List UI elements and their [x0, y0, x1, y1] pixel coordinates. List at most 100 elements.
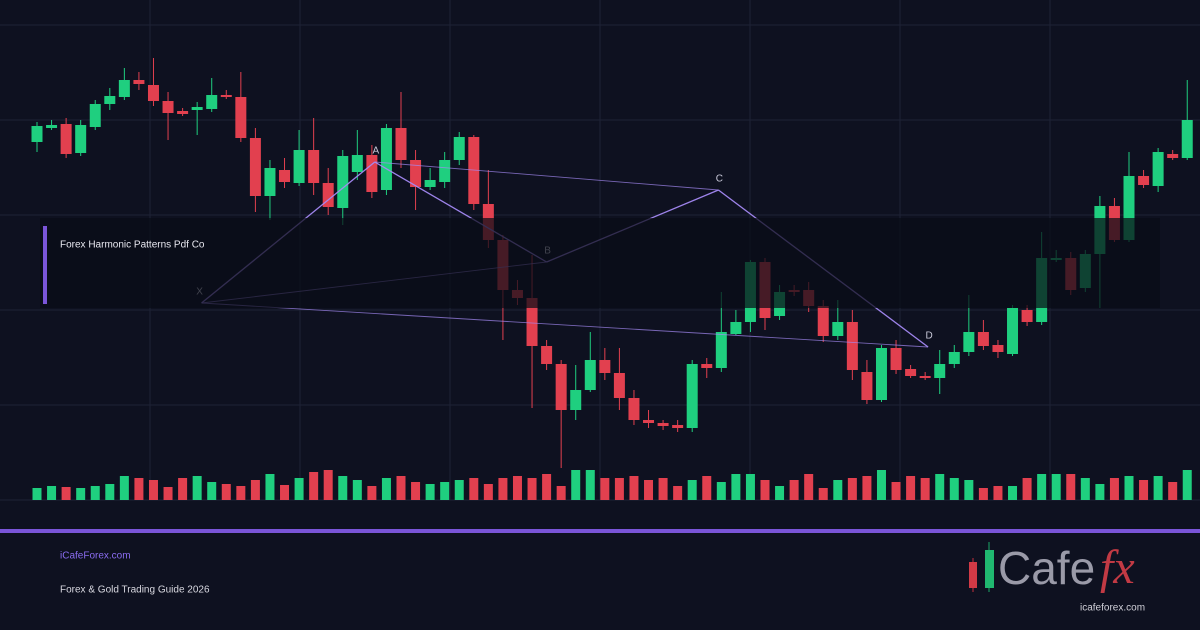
volume-bar [702, 476, 712, 500]
volume-bar [585, 470, 595, 500]
volume-bar [207, 482, 217, 500]
volume-bar [629, 476, 639, 500]
volume-bar [527, 478, 537, 500]
volume-bar [498, 478, 508, 500]
volume-bar [352, 480, 362, 500]
candle-body [89, 104, 101, 127]
candle-body [453, 137, 465, 160]
volume-bar [614, 478, 624, 500]
volume-bar [716, 482, 726, 500]
volume-bar [1066, 474, 1076, 500]
volume-bar [673, 486, 683, 500]
volume-bar [775, 486, 785, 500]
volume-bar [47, 486, 57, 500]
candle-body [672, 425, 684, 428]
volume-bar [804, 474, 814, 500]
candle-body [206, 95, 218, 109]
volume-bar [163, 487, 173, 500]
volume-bar [876, 470, 886, 500]
volume-bar [469, 478, 479, 500]
candle-body [715, 332, 727, 368]
logo-fx: fx [1100, 541, 1135, 594]
candle-body [919, 376, 931, 378]
volume-bar [789, 480, 799, 500]
volume-bar [148, 480, 158, 500]
candle-body [555, 364, 567, 410]
candle-body [1152, 152, 1164, 186]
logo-candle [969, 562, 977, 588]
volume-bar [512, 476, 522, 500]
volume-bar [221, 484, 231, 500]
volume-bar [381, 478, 391, 500]
volume-bar [250, 480, 260, 500]
volume-bar [134, 478, 144, 500]
volume-bar [1095, 484, 1105, 500]
candle-body [846, 322, 858, 370]
candle-body [570, 390, 582, 410]
volume-bar [818, 488, 828, 500]
volume-bar [76, 488, 86, 500]
volume-bar [265, 474, 275, 500]
candle-body [279, 170, 291, 182]
volume-bar [396, 476, 406, 500]
logo-url: icafeforex.com [1080, 603, 1145, 614]
logo-text: Cafe [998, 542, 1095, 594]
volume-layer [32, 470, 1192, 500]
candle-body [541, 346, 553, 364]
volume-bar [483, 484, 493, 500]
candle-body [75, 125, 87, 153]
volume-bar [571, 470, 581, 500]
divider [0, 529, 1200, 533]
volume-bar [1037, 474, 1047, 500]
candle-body [526, 298, 538, 346]
candle-body [992, 345, 1004, 352]
candle-body [934, 364, 946, 378]
pattern-label: A [372, 146, 379, 157]
volume-bar [644, 480, 654, 500]
candle-body [133, 80, 145, 84]
volume-bar [192, 476, 202, 500]
candle-body [1138, 176, 1150, 185]
candle-body [337, 156, 349, 208]
candle-body [1167, 154, 1179, 158]
candle-body [890, 348, 902, 370]
candle-body [439, 160, 451, 182]
logo-candle [985, 550, 994, 588]
candle-body [249, 138, 261, 196]
volume-bar [1022, 478, 1032, 500]
candle-body [730, 322, 742, 334]
volume-bar [1139, 480, 1149, 500]
candle-body [1181, 120, 1193, 158]
volume-bar [935, 474, 945, 500]
candle-body [308, 150, 320, 183]
volume-bar [323, 470, 333, 500]
volume-bar [105, 484, 115, 500]
candle-body [322, 183, 334, 207]
volume-bar [1168, 482, 1178, 500]
title-accent [43, 226, 47, 304]
volume-bar [1124, 476, 1134, 500]
candle-body [628, 398, 640, 420]
candle-body [264, 168, 276, 196]
candle-body [657, 423, 669, 426]
candle-body [817, 306, 829, 336]
volume-bar [906, 476, 916, 500]
volume-bar [1080, 478, 1090, 500]
pattern-line [201, 302, 929, 348]
footer-site: iCafeForex.com [60, 551, 131, 562]
volume-bar [1182, 470, 1192, 500]
candle-body [1007, 308, 1019, 354]
candle-body [46, 125, 58, 128]
candle-body [701, 364, 713, 368]
footer-tagline: Forex & Gold Trading Guide 2026 [60, 585, 210, 596]
candle-body [905, 369, 917, 376]
pattern-label: D [925, 331, 932, 342]
volume-bar [338, 476, 348, 500]
candle-body [861, 372, 873, 400]
volume-bar [731, 474, 741, 500]
candle-body [613, 373, 625, 398]
title: Forex Harmonic Patterns Pdf Co [60, 240, 205, 251]
volume-bar [833, 480, 843, 500]
candle-body [875, 348, 887, 400]
